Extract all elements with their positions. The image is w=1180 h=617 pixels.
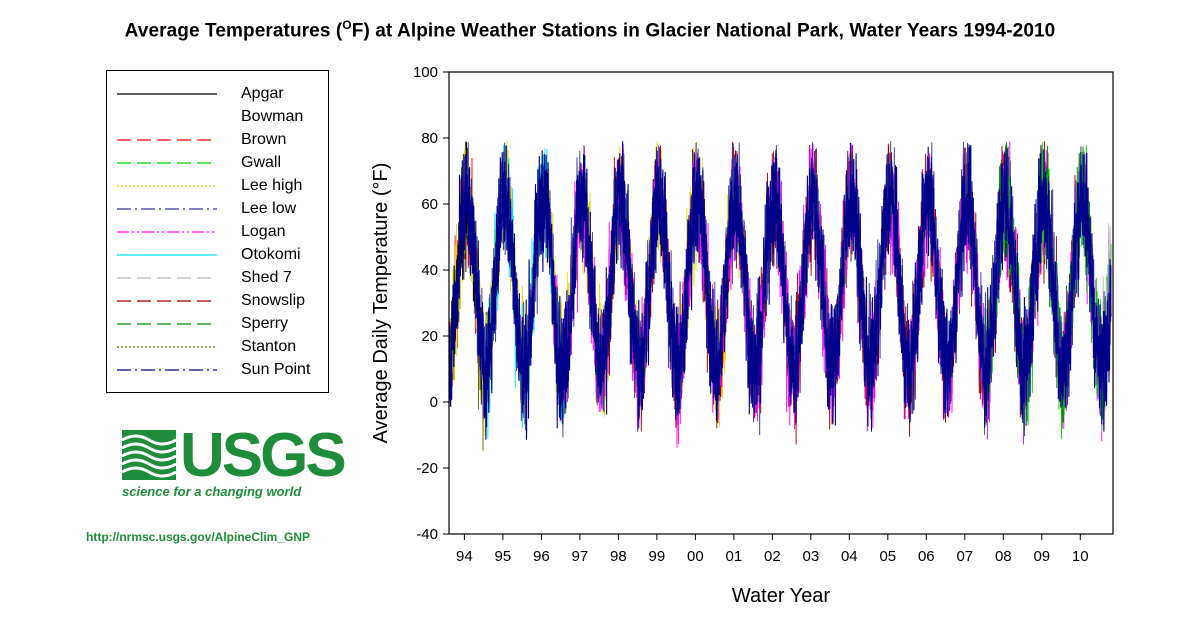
x-tick-label: 98 (610, 548, 627, 565)
y-tick-label: 60 (421, 196, 438, 213)
x-tick-label: 03 (802, 548, 819, 565)
legend-item: Sun Point (107, 359, 330, 381)
legend-label: Stanton (241, 338, 297, 355)
legend-label: Sun Point (241, 361, 311, 378)
legend-item: Snowslip (107, 290, 330, 312)
chart-title: Average Temperatures (OF) at Alpine Weat… (124, 18, 1056, 42)
legend-label: Apgar (241, 85, 284, 102)
legend-item: Sperry (107, 313, 330, 335)
legend: Apgar Bowman Brown Gwall Lee high Lee low Loga… (106, 70, 329, 393)
x-tick-label: 09 (1033, 548, 1050, 565)
y-tick-label: 0 (430, 394, 438, 411)
x-tick-label: 05 (879, 548, 896, 565)
y-tick-label: 100 (413, 64, 438, 81)
legend-swatch (117, 185, 217, 187)
y-tick-label: 80 (421, 130, 438, 147)
legend-label: Brown (241, 131, 287, 148)
x-tick-label: 99 (649, 548, 666, 565)
legend-item: Logan (107, 221, 330, 243)
x-tick-label: 00 (687, 548, 704, 565)
x-tick-label: 97 (572, 548, 589, 565)
legend-item: Gwall (107, 152, 330, 174)
plot-frame (448, 71, 1114, 535)
legend-label: Snowslip (241, 292, 306, 309)
series-lines-group (448, 141, 1112, 451)
legend-label: Logan (241, 223, 286, 240)
usgs-wordmark: USGS (180, 421, 347, 490)
legend-swatch (117, 93, 217, 95)
legend-item: Shed 7 (107, 267, 330, 289)
x-tick-label: 94 (456, 548, 473, 565)
legend-swatch (117, 116, 217, 118)
legend-swatch (117, 346, 217, 348)
temperature-chart: -40 -20 0 20 40 60 80 100 94 95 96 97 98 99 00 01 02 03 04… (370, 64, 1114, 607)
legend-swatch (117, 231, 217, 233)
legend-swatch (117, 323, 217, 325)
legend-item: Apgar (107, 83, 330, 105)
x-tick-label: 07 (956, 548, 973, 565)
legend-label: Bowman (241, 108, 304, 125)
legend-item: Lee low (107, 198, 330, 220)
x-tick-label: 01 (726, 548, 743, 565)
y-tick-label: 20 (421, 328, 438, 345)
source-url[interactable]: http://nrmsc.usgs.gov/AlpineClim_GNP (86, 530, 311, 544)
y-tick-label: 40 (421, 262, 438, 279)
x-tick-label: 04 (841, 548, 858, 565)
legend-label: Gwall (241, 154, 282, 171)
legend-label: Otokomi (241, 246, 301, 263)
usgs-wave-icon (122, 430, 176, 480)
x-tick-label: 02 (764, 548, 781, 565)
legend-swatch (117, 254, 217, 256)
legend-label: Sperry (241, 315, 289, 332)
legend-swatch (117, 277, 217, 279)
x-tick-label: 08 (995, 548, 1012, 565)
x-tick-label: 10 (1072, 548, 1089, 565)
x-tick-label: 06 (918, 548, 935, 565)
usgs-tagline: science for a changing world (122, 484, 302, 499)
legend-swatch (117, 162, 217, 164)
legend-item: Bowman (107, 106, 330, 128)
y-axis-label: Average Daily Temperature (°F) (370, 163, 392, 444)
legend-item: Lee high (107, 175, 330, 197)
usgs-logo: USGS science for a changing world (122, 421, 347, 506)
y-tick-label: -40 (416, 526, 438, 543)
legend-label: Lee low (241, 200, 297, 217)
legend-swatch (117, 300, 217, 302)
legend-label: Lee high (241, 177, 303, 194)
legend-item: Brown (107, 129, 330, 151)
series-line-sun-point (448, 141, 1112, 440)
legend-swatch (117, 139, 217, 141)
legend-item: Stanton (107, 336, 330, 358)
x-tick-label: 96 (533, 548, 550, 565)
legend-label: Shed 7 (241, 269, 292, 286)
legend-swatch (117, 208, 217, 210)
legend-swatch (117, 369, 217, 371)
x-tick-label: 95 (495, 548, 512, 565)
y-tick-label: -20 (416, 460, 438, 477)
x-axis-label: Water Year (732, 585, 831, 607)
legend-item: Otokomi (107, 244, 330, 266)
